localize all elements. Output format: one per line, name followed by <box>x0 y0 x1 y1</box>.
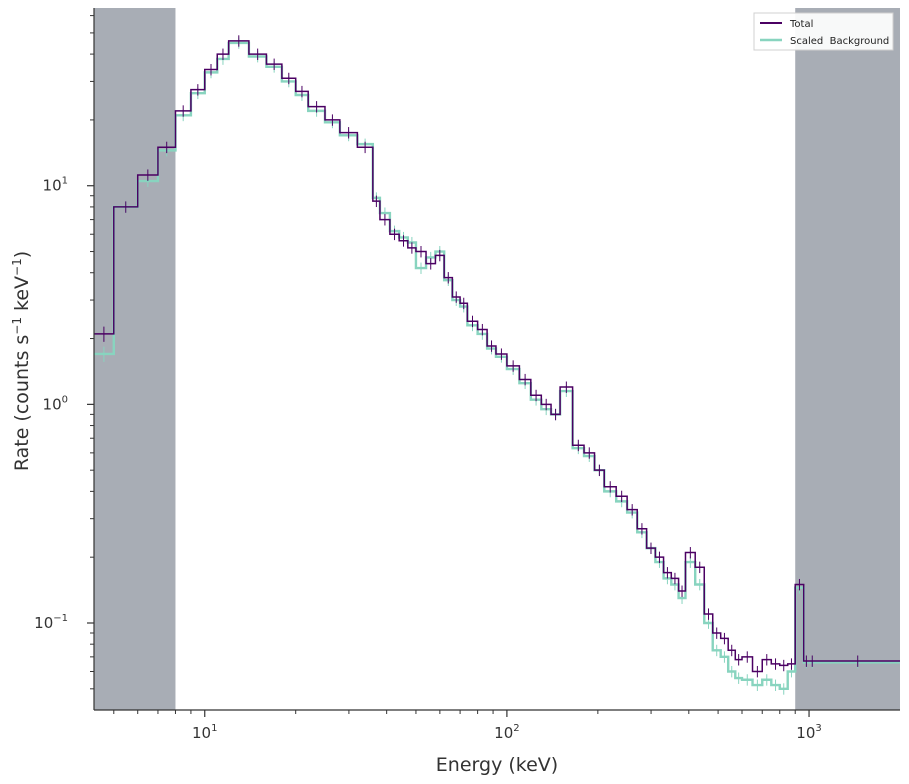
legend-frame <box>753 12 894 51</box>
plot-data <box>94 8 900 710</box>
x-tick-label: 103 <box>796 723 821 742</box>
y-tick-label: 10−1 <box>34 613 68 632</box>
plot-area <box>94 8 900 710</box>
x-tick-label: 102 <box>494 723 519 742</box>
legend-label-background: Scaled Background <box>790 36 889 47</box>
y-tick-label: 100 <box>43 394 68 413</box>
shaded-region-1 <box>795 8 900 710</box>
x-axis-label: Energy (keV) <box>436 754 558 776</box>
series-total <box>94 35 900 678</box>
axes: 101 102 103 10−1 100 101 <box>34 8 900 742</box>
shaded-region-0 <box>94 8 176 710</box>
y-axis-label: Rate (counts s−1 keV−1) <box>10 251 33 471</box>
x-tick-label: 101 <box>192 723 217 742</box>
legend: Total Scaled Background <box>753 12 894 51</box>
total-step-line <box>94 40 900 673</box>
legend-label-total: Total <box>789 19 813 30</box>
y-tick-label: 101 <box>43 176 68 195</box>
